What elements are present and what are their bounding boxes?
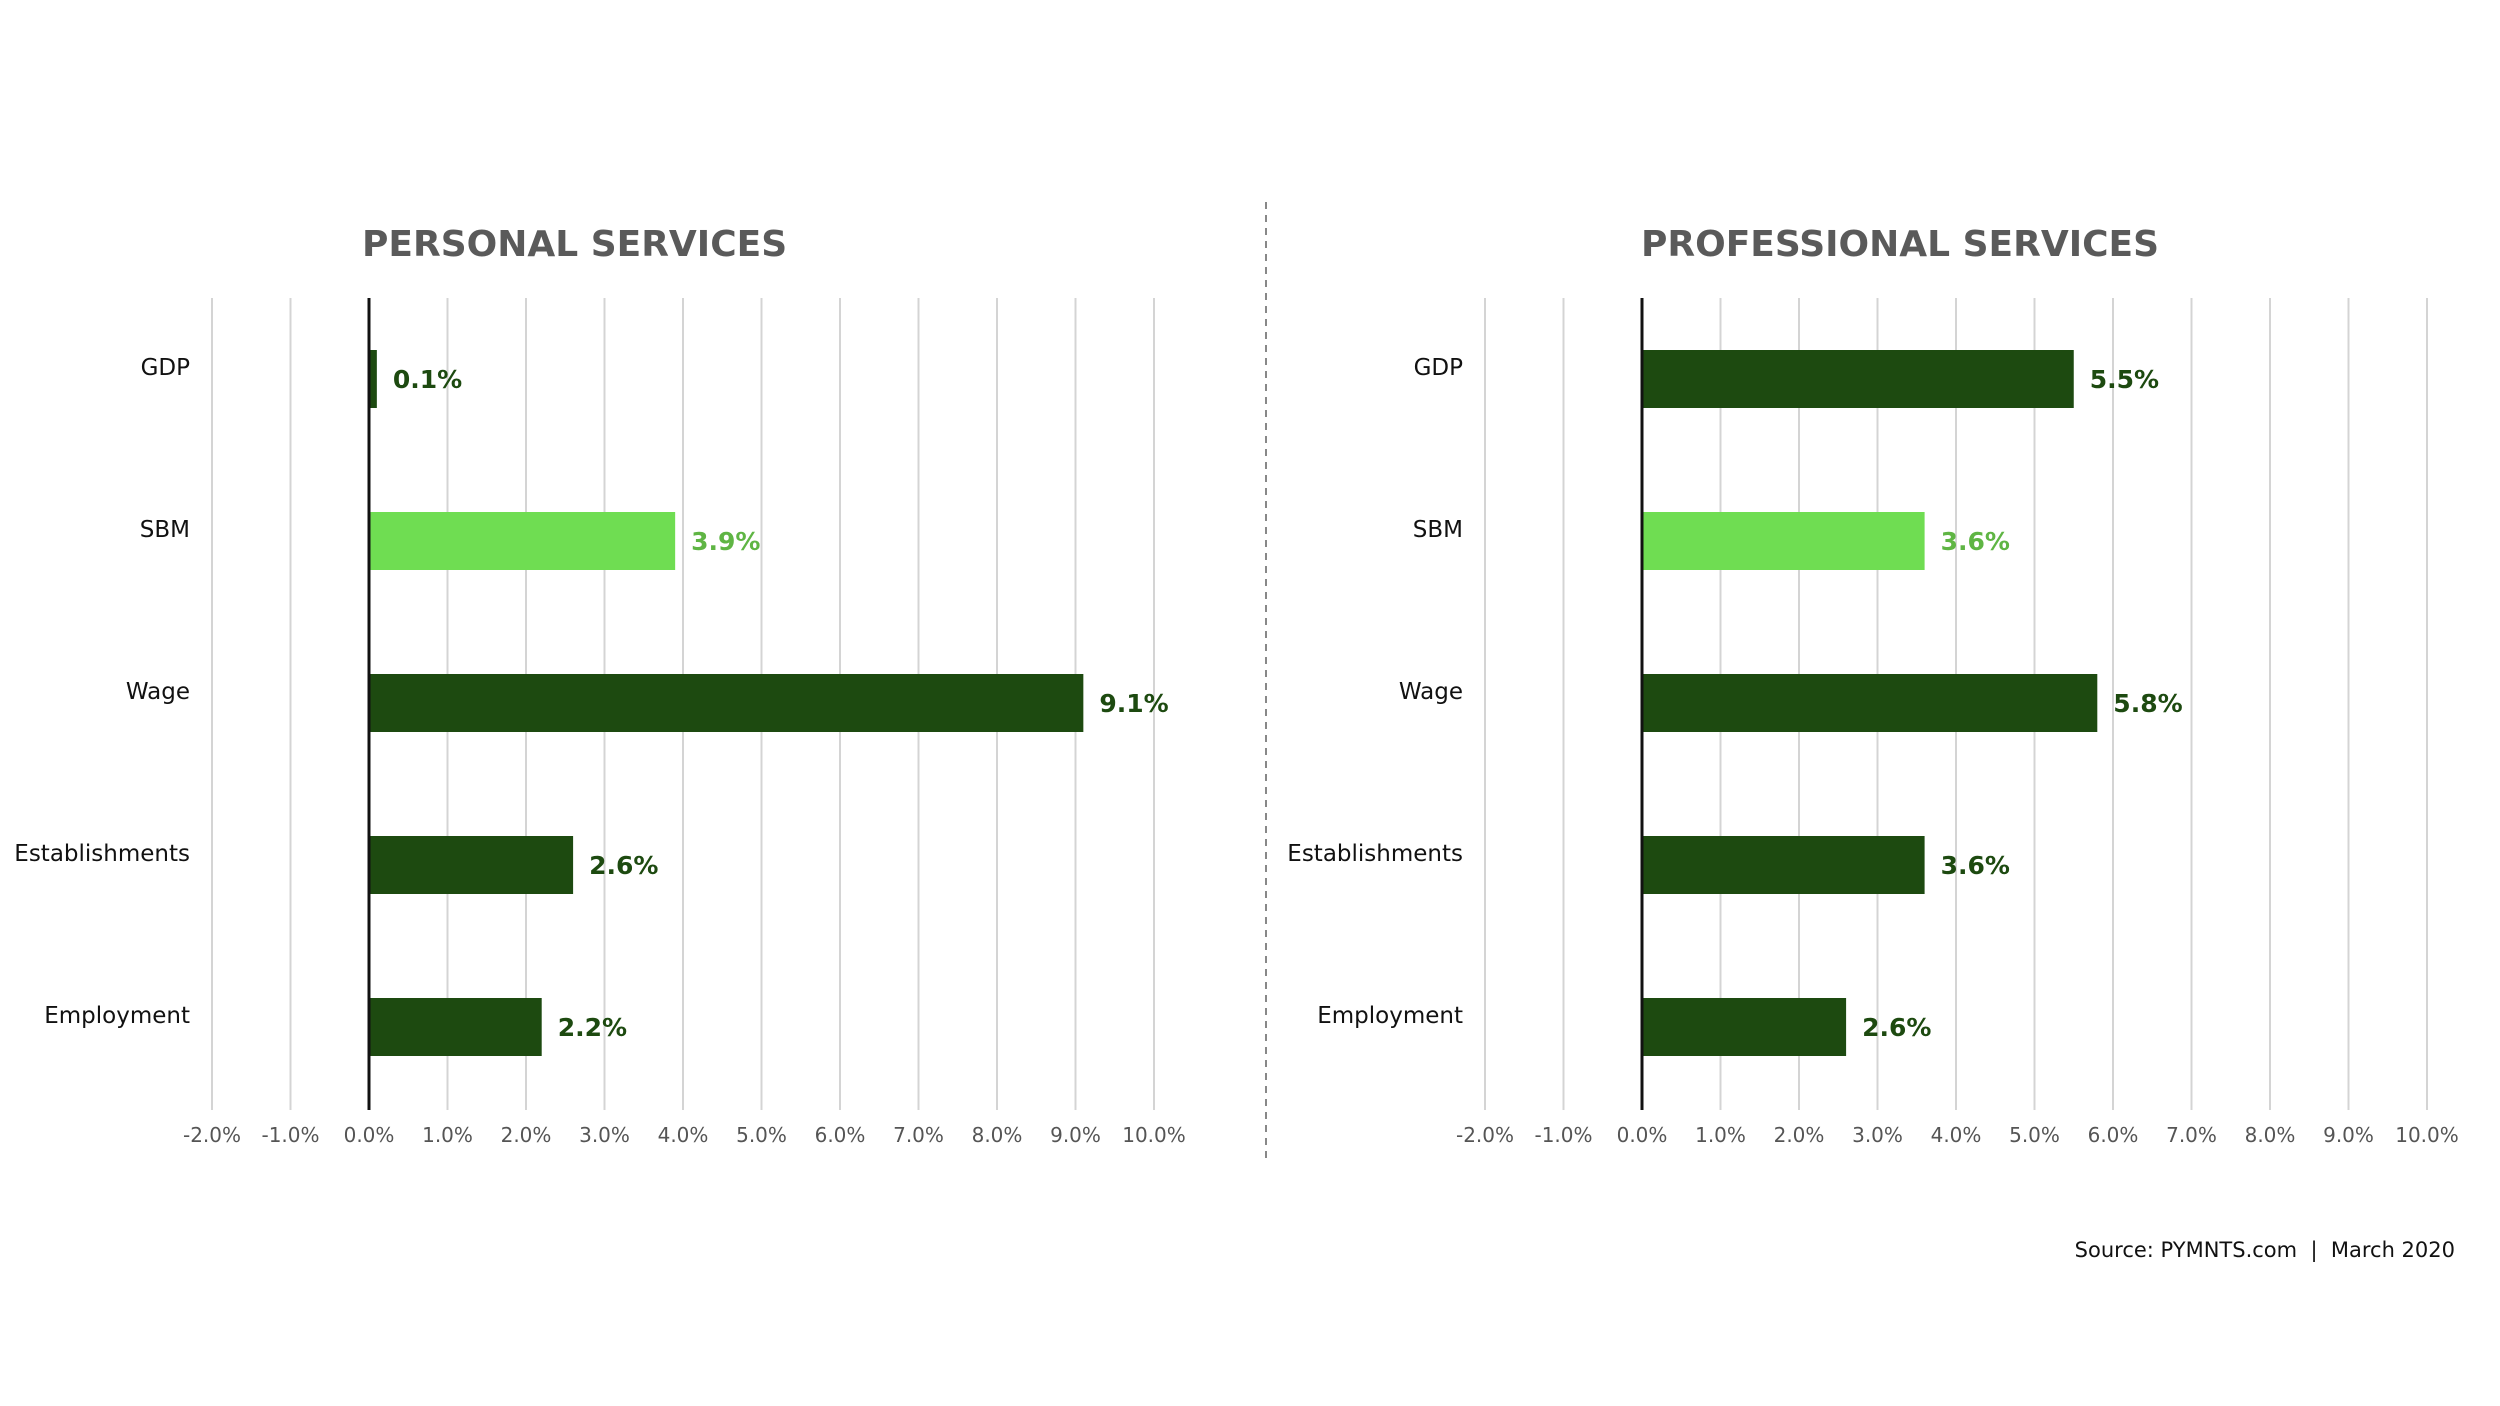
personal-value-label-establishments: 2.6% <box>589 851 658 880</box>
personal-bar-employment <box>369 998 542 1056</box>
personal-category-label-establishments: Establishments <box>14 841 190 867</box>
personal-x-tick-label: 10.0% <box>1122 1123 1186 1147</box>
professional-bar-employment <box>1642 998 1847 1056</box>
professional-category-label-establishments: Establishments <box>1287 841 1463 867</box>
professional-x-tick-label: 2.0% <box>1774 1123 1825 1147</box>
personal-bar-wage <box>369 674 1084 732</box>
professional-x-tick-label: 4.0% <box>1931 1123 1982 1147</box>
personal-x-tick-label: 3.0% <box>579 1123 630 1147</box>
professional-category-label-gdp: GDP <box>1414 355 1464 381</box>
professional-value-label-wage: 5.8% <box>2113 689 2182 718</box>
professional-bar-gdp <box>1642 350 2074 408</box>
personal-x-tick-label: 9.0% <box>1050 1123 1101 1147</box>
personal-x-tick-label: 1.0% <box>422 1123 473 1147</box>
personal-bar-gdp <box>369 350 377 408</box>
professional-x-tick-label: 7.0% <box>2166 1123 2217 1147</box>
personal-x-tick-label: 6.0% <box>815 1123 866 1147</box>
personal-services-title: PERSONAL SERVICES <box>362 224 787 265</box>
professional-x-tick-label: 5.0% <box>2009 1123 2060 1147</box>
personal-category-label-employment: Employment <box>44 1003 190 1029</box>
personal-services-chart: PERSONAL SERVICES -2.0% -1.0% 0.0% 1.0% 2.0%… <box>14 224 1185 1147</box>
personal-category-label-wage: Wage <box>126 679 190 705</box>
personal-x-tick-label: 4.0% <box>658 1123 709 1147</box>
personal-x-tick-label: -2.0% <box>183 1123 241 1147</box>
professional-x-tick-label: 8.0% <box>2245 1123 2296 1147</box>
professional-x-tick-label: 9.0% <box>2323 1123 2374 1147</box>
professional-x-tick-label: -2.0% <box>1456 1123 1514 1147</box>
personal-value-label-employment: 2.2% <box>558 1013 627 1042</box>
professional-x-tick-label: 10.0% <box>2395 1123 2459 1147</box>
personal-x-tick-label: -1.0% <box>261 1123 319 1147</box>
personal-x-tick-label: 5.0% <box>736 1123 787 1147</box>
professional-services-chart: PROFESSIONAL SERVICES -2.0% -1.0% 0.0% 1.0%… <box>1287 224 2458 1147</box>
professional-x-tick-label: 6.0% <box>2088 1123 2139 1147</box>
personal-bar-sbm <box>369 512 676 570</box>
professional-services-title: PROFESSIONAL SERVICES <box>1641 224 2159 265</box>
personal-category-label-sbm: SBM <box>140 517 190 543</box>
personal-x-tick-label: 2.0% <box>501 1123 552 1147</box>
professional-value-label-employment: 2.6% <box>1862 1013 1931 1042</box>
professional-x-tick-label: 3.0% <box>1852 1123 1903 1147</box>
personal-x-tick-label: 0.0% <box>344 1123 395 1147</box>
professional-bar-wage <box>1642 674 2098 732</box>
professional-category-label-wage: Wage <box>1399 679 1463 705</box>
professional-value-label-establishments: 3.6% <box>1941 851 2010 880</box>
professional-bar-establishments <box>1642 836 1925 894</box>
professional-x-tick-label: 1.0% <box>1695 1123 1746 1147</box>
personal-value-label-gdp: 0.1% <box>393 365 462 394</box>
professional-value-label-sbm: 3.6% <box>1941 527 2010 556</box>
personal-category-label-gdp: GDP <box>141 355 191 381</box>
professional-category-label-employment: Employment <box>1317 1003 1463 1029</box>
personal-x-tick-label: 8.0% <box>972 1123 1023 1147</box>
professional-bar-sbm <box>1642 512 1925 570</box>
personal-bar-establishments <box>369 836 574 894</box>
professional-value-label-gdp: 5.5% <box>2090 365 2159 394</box>
professional-category-label-sbm: SBM <box>1413 517 1463 543</box>
personal-value-label-sbm: 3.9% <box>691 527 760 556</box>
professional-x-tick-label: -1.0% <box>1534 1123 1592 1147</box>
personal-value-label-wage: 9.1% <box>1099 689 1168 718</box>
personal-x-tick-label: 7.0% <box>893 1123 944 1147</box>
source-note: Source: PYMNTS.com | March 2020 <box>2075 1238 2455 1263</box>
professional-x-tick-label: 0.0% <box>1617 1123 1668 1147</box>
